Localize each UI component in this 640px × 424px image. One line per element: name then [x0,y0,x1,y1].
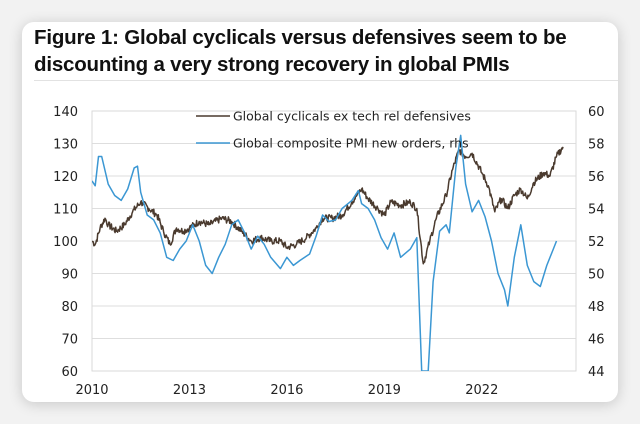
legend-label-pmi: Global composite PMI new orders, rhs [233,136,469,151]
legend-label-cyclicals: Global cyclicals ex tech rel defensives [233,109,471,124]
y-tick-right: 44 [588,365,605,380]
x-tick: 2019 [368,383,401,398]
title-divider [34,80,618,81]
y-axis-left: 60 70 80 90 100 110 120 130 140 [53,105,78,380]
y-tick-right: 58 [588,138,605,153]
y-axis-right: 44 46 48 50 52 54 56 58 60 [588,105,605,380]
figure-title: Figure 1: Global cyclicals versus defens… [34,24,614,78]
x-axis: 2010 2013 2016 2019 2022 [75,383,498,398]
y-tick-left: 110 [53,203,78,218]
y-tick-left: 120 [53,170,78,185]
y-tick-right: 56 [588,170,605,185]
y-tick-left: 90 [61,268,78,283]
y-tick-left: 80 [61,300,78,315]
y-tick-right: 52 [588,235,605,250]
x-tick: 2010 [75,383,108,398]
x-tick: 2016 [270,383,303,398]
y-tick-left: 70 [61,333,78,348]
y-tick-left: 130 [53,138,78,153]
y-tick-right: 50 [588,268,605,283]
x-tick: 2022 [465,383,498,398]
y-tick-left: 100 [53,235,78,250]
series-line-pmi [92,134,558,371]
y-tick-left: 140 [53,105,78,120]
x-tick: 2013 [173,383,206,398]
figure-title-line-1: Figure 1: Global cyclicals versus defens… [34,26,567,49]
series-line-cyclicals [92,146,564,265]
figure-title-line-2: discounting a very strong recovery in gl… [34,53,510,76]
y-tick-right: 46 [588,333,605,348]
y-tick-left: 60 [61,365,78,380]
y-tick-right: 60 [588,105,605,120]
y-tick-right: 48 [588,300,605,315]
y-tick-right: 54 [588,203,605,218]
series-group [92,134,564,371]
legend: Global cyclicals ex tech rel defensives … [196,109,471,151]
